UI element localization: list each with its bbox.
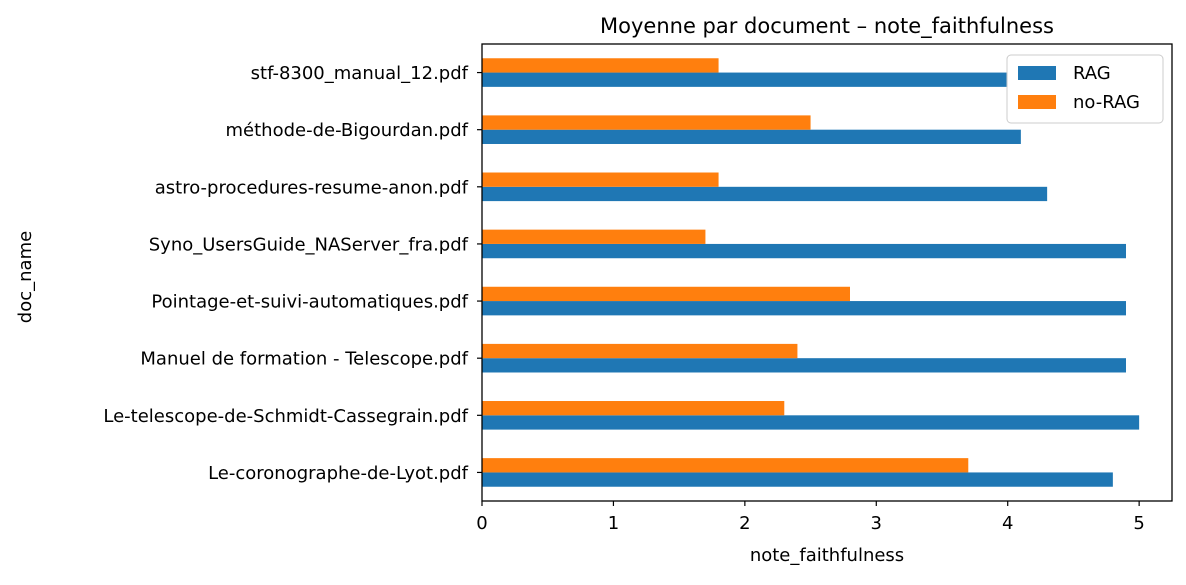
- y-tick-label: stf-8300_manual_12.pdf: [251, 63, 469, 84]
- chart-title: Moyenne par document – note_faithfulness: [600, 14, 1054, 39]
- legend-label-rag: RAG: [1073, 63, 1111, 84]
- legend-swatch-rag: [1018, 66, 1056, 80]
- x-tick-label: 2: [739, 513, 750, 534]
- bar-no-rag: [482, 172, 719, 187]
- y-tick-label: Pointage-et-suivi-automatiques.pdf: [151, 292, 468, 313]
- legend-label-no-rag: no-RAG: [1073, 92, 1140, 113]
- bar-no-rag: [482, 458, 969, 473]
- legend: RAG no-RAG: [1006, 54, 1164, 124]
- bar-no-rag: [482, 229, 706, 244]
- bar-no-rag: [482, 343, 798, 359]
- bar-rag: [482, 358, 1126, 373]
- bar-no-rag: [482, 286, 850, 302]
- y-tick-label: Le-telescope-de-Schmidt-Cassegrain.pdf: [103, 406, 468, 427]
- bar-no-rag: [482, 58, 719, 73]
- y-tick-label: astro-procedures-resume-anon.pdf: [155, 177, 469, 198]
- y-axis-ticks: Le-coronographe-de-Lyot.pdf Le-telescope-…: [103, 63, 482, 484]
- x-tick-label: 4: [1002, 513, 1013, 534]
- bar-rag: [482, 472, 1113, 487]
- legend-swatch-no-rag: [1018, 95, 1056, 109]
- bar-no-rag: [482, 401, 785, 416]
- bar-rag: [482, 415, 1140, 430]
- bar-rag: [482, 186, 1048, 202]
- y-tick-label: Le-coronographe-de-Lyot.pdf: [208, 463, 469, 484]
- bar-no-rag: [482, 115, 811, 130]
- y-axis-label: doc_name: [15, 231, 36, 323]
- bar-rag: [482, 243, 1126, 259]
- bar-rag: [482, 129, 1021, 144]
- y-tick-label: méthode-de-Bigourdan.pdf: [226, 120, 469, 141]
- x-tick-label: 0: [476, 513, 487, 534]
- x-tick-label: 3: [871, 513, 882, 534]
- bar-rag: [482, 301, 1126, 316]
- plot-area-frame: [481, 43, 1173, 502]
- y-tick-label: Syno_UsersGuide_NAServer_fra.pdf: [149, 234, 469, 255]
- x-axis-ticks: 0 1 2 3 4 5: [476, 501, 1145, 534]
- bars-group: [482, 58, 1140, 487]
- x-tick-label: 5: [1133, 513, 1144, 534]
- bar-rag: [482, 72, 1008, 87]
- x-axis-label: note_faithfulness: [750, 545, 904, 566]
- x-tick-label: 1: [608, 513, 619, 534]
- y-tick-label: Manuel de formation - Telescope.pdf: [140, 349, 468, 370]
